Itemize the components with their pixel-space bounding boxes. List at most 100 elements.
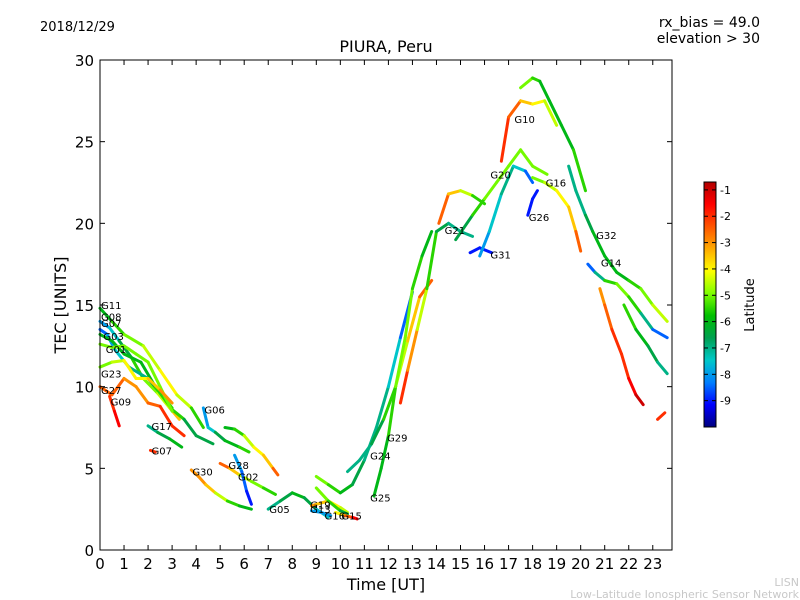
x-tick-label: 11 <box>355 555 374 573</box>
tec-segment <box>266 499 282 511</box>
tec-segment <box>531 164 549 176</box>
colorbar-tick-label: -4 <box>720 263 731 276</box>
tec-segment <box>543 99 559 127</box>
satellite-label-g31: G31 <box>490 250 510 261</box>
y-tick-label: 25 <box>75 134 94 152</box>
tec-segment <box>574 230 583 253</box>
tec-segment <box>319 510 333 518</box>
x-tick-label: 13 <box>403 555 422 573</box>
tec-segment <box>237 504 253 511</box>
tec-segment <box>158 368 179 397</box>
tec-segment <box>622 303 638 331</box>
tec-segment <box>240 470 249 493</box>
tec-segment <box>394 336 407 389</box>
series-g16-30 <box>531 176 583 253</box>
tec-segment <box>175 393 193 410</box>
x-tick-label: 21 <box>595 555 614 573</box>
tec-segment <box>201 406 210 429</box>
tec-segment <box>237 445 251 454</box>
tec-segment <box>110 377 126 397</box>
tec-segment <box>338 506 350 514</box>
satellite-label-g25: G25 <box>370 494 390 505</box>
tec-segment <box>334 510 347 518</box>
x-tick-label: 12 <box>379 555 398 573</box>
tec-segment <box>531 189 539 201</box>
series-g15-19 <box>334 510 359 521</box>
x-tick-label: 6 <box>239 555 249 573</box>
tec-segment <box>468 246 482 255</box>
colorbar-tick-label: -2 <box>720 210 731 223</box>
tec-segment <box>122 344 138 356</box>
x-tick-label: 16 <box>475 555 494 573</box>
tec-segment <box>242 434 256 449</box>
series-g16-18 <box>314 486 350 516</box>
tec-segment <box>511 164 527 173</box>
y-tick-label: 0 <box>84 542 94 560</box>
tec-segment <box>598 287 607 307</box>
satellite-label-g01: G01 <box>106 345 126 356</box>
tec-segment <box>213 491 229 503</box>
tec-segment <box>98 319 112 330</box>
tec-segment <box>415 287 429 331</box>
series-g32-32 <box>567 164 669 323</box>
rx-bias-label: rx_bias = 49.0 <box>659 15 760 31</box>
series-g10-28 <box>499 99 559 163</box>
x-tick-label: 20 <box>571 555 590 573</box>
satellite-label-g17: G17 <box>151 422 171 433</box>
x-tick-label: 2 <box>143 555 153 573</box>
satellite-label-g15: G15 <box>341 512 361 523</box>
colorbar-tick-label: -5 <box>720 289 731 302</box>
tec-segment <box>278 491 294 503</box>
series-g26-27 <box>478 164 535 258</box>
tec-segment <box>499 164 515 196</box>
tec-segment <box>146 424 160 434</box>
date-label: 2018/12/29 <box>40 20 115 35</box>
satellite-label-g09: G09 <box>111 397 131 408</box>
y-axis-label: TEC [UNITS] <box>51 257 70 355</box>
tec-segment <box>233 453 244 474</box>
tec-segment <box>245 489 253 506</box>
tec-segment <box>507 148 523 168</box>
series-g10-29 <box>519 76 587 193</box>
tec-segment <box>386 385 398 438</box>
tec-segment <box>478 230 491 258</box>
tec-segment <box>158 388 174 405</box>
tec-segment <box>158 404 174 428</box>
tec-segment <box>523 169 535 184</box>
tec-segment <box>338 509 350 516</box>
series-g05-14 <box>233 453 253 506</box>
tec-segment <box>639 287 655 307</box>
satellite-label-g03: G03 <box>103 332 123 343</box>
tec-segment <box>252 445 265 457</box>
tec-segment <box>555 189 571 209</box>
tec-segment <box>483 181 499 201</box>
series-g11-0 <box>98 306 205 429</box>
satellite-label-g28: G28 <box>228 461 248 472</box>
y-tick-label: 15 <box>75 297 94 315</box>
colorbar-tick-label: -6 <box>720 316 731 329</box>
x-tick-label: 14 <box>427 555 446 573</box>
tec-segment <box>271 466 280 477</box>
tec-segment <box>98 306 114 323</box>
x-tick-label: 5 <box>215 555 225 573</box>
tec-segment <box>454 213 475 242</box>
tec-segment <box>189 406 205 429</box>
tec-segment <box>591 230 607 258</box>
tec-segment <box>526 197 535 217</box>
satellite-label-g24: G24 <box>370 451 390 462</box>
tec-segment <box>531 99 547 106</box>
tec-segment <box>574 189 587 217</box>
tec-segment <box>459 189 475 198</box>
tec-segment <box>98 385 114 397</box>
series-g25-22 <box>372 230 434 498</box>
tec-segment <box>127 365 150 380</box>
satellite-label-g14: G14 <box>601 259 621 270</box>
tec-segment <box>228 466 241 477</box>
colorbar-tick-label: -8 <box>720 368 731 381</box>
tec-segment <box>213 430 227 443</box>
tec-segment <box>290 491 306 500</box>
tec-segment <box>372 466 383 498</box>
tec-segment <box>603 303 614 331</box>
tec-segment <box>148 448 157 454</box>
